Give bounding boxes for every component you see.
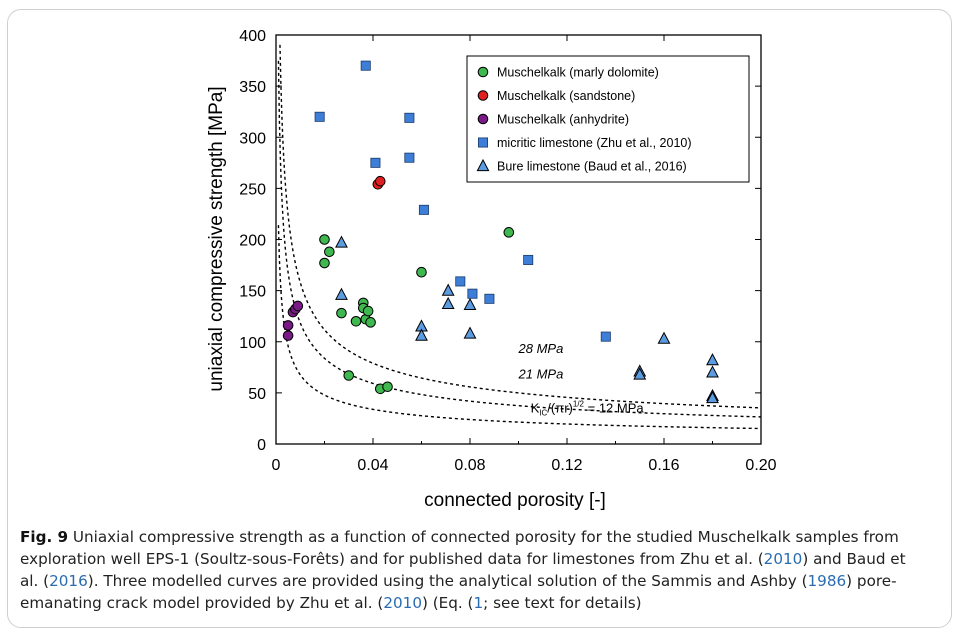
- citation-zhu-2010[interactable]: 2010: [763, 550, 803, 568]
- data-point: [336, 307, 347, 319]
- y-tick-label: 400: [239, 28, 266, 45]
- legend-marker: [476, 158, 490, 172]
- data-point: [335, 235, 348, 248]
- data-point: [415, 328, 428, 341]
- curve-label-28mpa: 28 MPa: [518, 341, 564, 356]
- caption-text-1: Uniaxial compressive strength as a funct…: [20, 528, 899, 568]
- citation-baud-2016[interactable]: 2016: [49, 572, 88, 590]
- data-point: [319, 234, 330, 245]
- legend-box: [466, 55, 750, 183]
- data-point: [370, 157, 381, 168]
- data-point: [343, 370, 355, 381]
- data-point: [706, 353, 719, 366]
- data-point: [404, 112, 415, 123]
- legend-label: Muschelkalk (anhydrite): [497, 113, 629, 127]
- data-point: [463, 326, 477, 339]
- legend-label: Muschelkalk (sandstone): [497, 89, 635, 103]
- data-point: [324, 246, 335, 258]
- y-tick-label: 200: [239, 233, 266, 250]
- equation-1-link[interactable]: 1: [473, 594, 484, 612]
- data-point: [706, 390, 719, 404]
- data-point: [335, 287, 348, 300]
- data-point: [484, 293, 495, 304]
- model-curve: [279, 44, 761, 409]
- data-point: [441, 283, 455, 296]
- x-tick-label: 0: [272, 457, 281, 474]
- data-point: [657, 331, 671, 344]
- caption-text-6: ; see text for details): [483, 594, 642, 612]
- data-point: [503, 227, 515, 238]
- legend-marker: [477, 66, 489, 78]
- model-curve: [277, 60, 761, 418]
- caption-text-4: ) pore-emanating crack model provided by…: [20, 572, 897, 612]
- x-tick-label: 0.16: [648, 457, 679, 474]
- figure-caption: Fig. 9 Uniaxial compressive strength as …: [20, 526, 920, 614]
- legend-label: Muschelkalk (marly dolomite): [497, 66, 659, 80]
- data-point: [314, 111, 325, 122]
- y-tick-label: 300: [239, 130, 266, 147]
- kic-superscript: 1/2: [573, 399, 585, 408]
- data-point: [418, 204, 429, 215]
- legend-label: Bure limestone (Baud et al., 2016): [497, 160, 687, 174]
- caption-text-5: ) (Eq. (: [421, 594, 474, 612]
- data-point: [467, 288, 478, 299]
- figure-label: Fig. 9: [20, 528, 69, 546]
- data-point: [382, 381, 393, 393]
- x-axis-label: connected porosity [-]: [424, 490, 606, 511]
- y-tick-label: 250: [239, 181, 266, 198]
- legend-marker: [477, 137, 488, 148]
- data-point: [523, 254, 534, 265]
- data-points: [282, 60, 719, 404]
- caption-text-3: ). Three modelled curves are provided us…: [87, 572, 808, 590]
- x-tick-label: 0.08: [454, 457, 485, 474]
- citation-sammis-1986[interactable]: 1986: [807, 572, 847, 590]
- y-axis-label: uniaxial compressive strength [MPa]: [206, 86, 227, 391]
- y-tick-label: 50: [248, 386, 266, 403]
- data-point: [282, 330, 294, 341]
- data-point: [455, 276, 466, 287]
- data-point: [441, 296, 455, 310]
- y-tick-label: 0: [257, 437, 266, 454]
- data-point: [600, 331, 611, 342]
- y-tick-label: 350: [239, 79, 266, 96]
- data-point: [374, 175, 386, 187]
- model-curves: [277, 44, 761, 430]
- kic-suffix: = 12 MPa: [584, 400, 644, 415]
- data-point: [365, 317, 376, 328]
- data-point: [350, 316, 362, 327]
- data-point: [362, 305, 374, 317]
- y-tick-label: 100: [239, 335, 266, 352]
- data-point: [292, 300, 304, 312]
- data-point: [360, 60, 371, 71]
- data-point: [706, 365, 719, 378]
- x-tick-label: 0.12: [551, 457, 582, 474]
- kic-mid: /(πr): [547, 400, 573, 415]
- caption-text-2: ) and Baud et al. (: [20, 550, 906, 590]
- legend-label: micritic limestone (Zhu et al., 2010): [497, 136, 692, 150]
- curve-label-21mpa: 21 MPa: [518, 367, 564, 382]
- data-point: [416, 266, 427, 278]
- kic-letter: K: [531, 400, 540, 415]
- citation-zhu-2010-b[interactable]: 2010: [383, 594, 422, 612]
- figure-frame: [7, 9, 952, 628]
- data-point: [282, 320, 294, 331]
- x-tick-label: 0.20: [745, 457, 776, 474]
- curve-label-12mpa: KIC/(πr)1/2 = 12 MPa: [531, 399, 645, 417]
- legend: Muschelkalk (marly dolomite) Muschelkalk …: [466, 55, 750, 183]
- data-point: [633, 367, 647, 380]
- plot-axes: 0 0.04 0.08 0.12 0.16 0.20 0 50 100 150 200 250 300 3…: [239, 28, 776, 474]
- x-tick-label: 0.04: [357, 457, 388, 474]
- legend-marker: [477, 113, 489, 125]
- porosity-strength-chart: 0 0.04 0.08 0.12 0.16 0.20 0 50 100 150 200 250 300 3…: [206, 28, 777, 511]
- data-point: [404, 152, 415, 163]
- legend-marker: [477, 90, 489, 101]
- model-curve: [277, 225, 761, 430]
- data-point: [319, 257, 330, 269]
- data-point: [463, 297, 477, 311]
- y-tick-label: 150: [239, 284, 266, 301]
- kic-subscript: IC: [539, 408, 547, 417]
